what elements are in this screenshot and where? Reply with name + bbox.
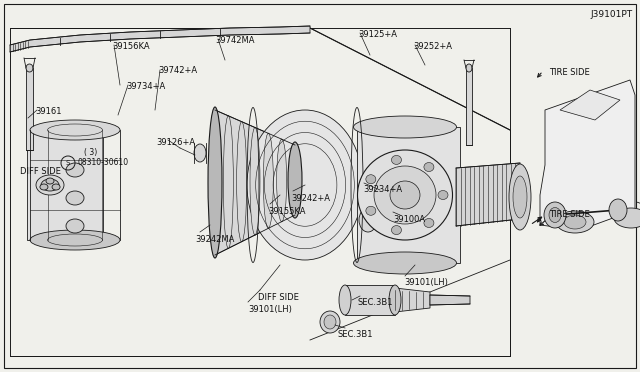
- Ellipse shape: [353, 252, 456, 274]
- Text: 39156KA: 39156KA: [112, 42, 150, 51]
- Text: DIFF SIDE: DIFF SIDE: [258, 293, 299, 302]
- Text: 39101(LH): 39101(LH): [248, 305, 292, 314]
- Text: 08310-30610: 08310-30610: [77, 158, 128, 167]
- Polygon shape: [26, 68, 33, 150]
- Ellipse shape: [46, 178, 54, 184]
- Polygon shape: [430, 295, 470, 305]
- Text: J39101PT: J39101PT: [590, 10, 632, 19]
- Ellipse shape: [52, 184, 60, 190]
- Ellipse shape: [466, 64, 472, 72]
- Ellipse shape: [353, 116, 456, 138]
- Text: 39742+A: 39742+A: [158, 66, 197, 75]
- Text: TIRE SIDE: TIRE SIDE: [549, 210, 589, 219]
- Text: TIRE SIDE: TIRE SIDE: [549, 68, 589, 77]
- Text: 39242MA: 39242MA: [195, 235, 234, 244]
- Ellipse shape: [556, 211, 594, 233]
- Ellipse shape: [30, 120, 120, 140]
- Ellipse shape: [66, 191, 84, 205]
- Polygon shape: [215, 110, 295, 255]
- Text: 39155KA: 39155KA: [268, 207, 305, 216]
- Polygon shape: [466, 68, 472, 145]
- Ellipse shape: [320, 311, 340, 333]
- Ellipse shape: [424, 163, 434, 171]
- Ellipse shape: [237, 122, 246, 242]
- Ellipse shape: [40, 184, 48, 190]
- Ellipse shape: [30, 230, 120, 250]
- Ellipse shape: [374, 166, 436, 224]
- Ellipse shape: [392, 225, 401, 235]
- Ellipse shape: [609, 199, 627, 221]
- Ellipse shape: [438, 190, 448, 199]
- Text: 39234+A: 39234+A: [363, 185, 402, 194]
- Polygon shape: [357, 127, 460, 263]
- Ellipse shape: [26, 64, 33, 72]
- Ellipse shape: [194, 144, 206, 162]
- Ellipse shape: [389, 285, 401, 315]
- Text: SEC.3B1: SEC.3B1: [338, 330, 374, 339]
- Ellipse shape: [424, 218, 434, 227]
- Ellipse shape: [564, 215, 586, 229]
- Ellipse shape: [288, 142, 302, 218]
- Ellipse shape: [263, 133, 273, 228]
- Polygon shape: [10, 26, 310, 52]
- Ellipse shape: [41, 179, 59, 191]
- Ellipse shape: [66, 163, 84, 177]
- Polygon shape: [560, 90, 620, 120]
- Polygon shape: [395, 288, 430, 312]
- Text: 39242+A: 39242+A: [291, 194, 330, 203]
- Ellipse shape: [250, 128, 260, 235]
- Ellipse shape: [509, 164, 531, 230]
- Ellipse shape: [358, 150, 452, 240]
- Polygon shape: [456, 163, 520, 226]
- Ellipse shape: [549, 208, 561, 222]
- Ellipse shape: [614, 208, 640, 228]
- Ellipse shape: [324, 315, 336, 329]
- Ellipse shape: [276, 139, 287, 222]
- Text: S: S: [66, 160, 70, 166]
- Ellipse shape: [366, 206, 376, 215]
- Polygon shape: [27, 130, 103, 240]
- Text: 39125+A: 39125+A: [358, 30, 397, 39]
- Ellipse shape: [366, 175, 376, 184]
- Ellipse shape: [392, 155, 401, 164]
- Ellipse shape: [247, 110, 363, 260]
- Text: 39100A: 39100A: [393, 215, 425, 224]
- Text: 39126+A: 39126+A: [156, 138, 195, 147]
- Ellipse shape: [339, 285, 351, 315]
- Ellipse shape: [359, 208, 377, 232]
- Ellipse shape: [223, 116, 234, 248]
- Text: 39101(LH): 39101(LH): [404, 278, 448, 287]
- Text: 39161: 39161: [35, 107, 61, 116]
- Text: 39734+A: 39734+A: [126, 82, 165, 91]
- Ellipse shape: [513, 176, 527, 218]
- Text: 39252+A: 39252+A: [413, 42, 452, 51]
- Text: DIFF SIDE: DIFF SIDE: [20, 167, 61, 176]
- Ellipse shape: [390, 181, 420, 209]
- Ellipse shape: [544, 202, 566, 228]
- Text: ( 3): ( 3): [84, 148, 97, 157]
- Polygon shape: [540, 80, 635, 230]
- Ellipse shape: [66, 219, 84, 233]
- Text: SEC.3B1: SEC.3B1: [357, 298, 392, 307]
- Ellipse shape: [208, 107, 222, 258]
- Polygon shape: [345, 285, 395, 315]
- Ellipse shape: [36, 175, 64, 195]
- Text: 39742MA: 39742MA: [215, 36, 255, 45]
